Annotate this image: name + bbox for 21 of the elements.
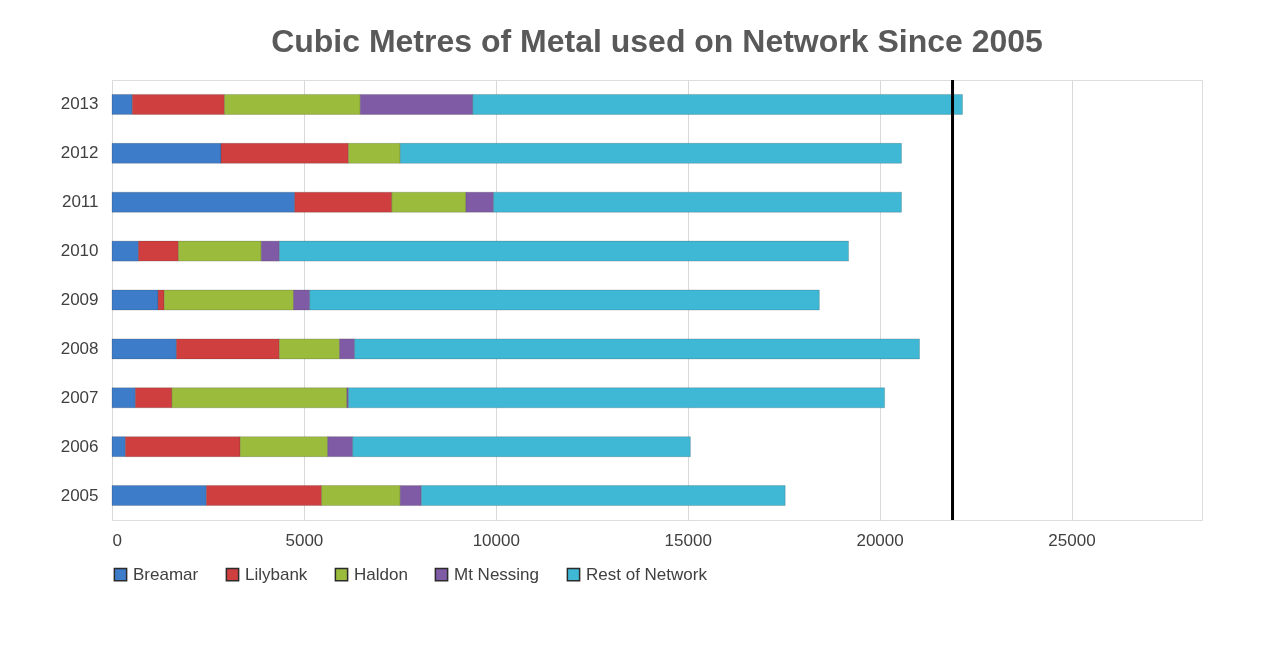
y-tick-label: 2012 xyxy=(60,143,99,163)
y-tick-label: 2006 xyxy=(60,436,99,456)
x-tick-label: 10000 xyxy=(472,530,520,550)
legend-label: Mt Nessing xyxy=(454,564,540,584)
y-tick-label: 2005 xyxy=(60,485,99,505)
legend-label: Haldon xyxy=(354,564,408,584)
x-tick-label: 25000 xyxy=(1048,530,1096,550)
x-tick-label: 0 xyxy=(112,530,122,550)
y-tick-label: 2009 xyxy=(60,290,99,309)
y-tick-label: 2013 xyxy=(60,94,99,114)
chart-title: Cubic Metres of Metal used on Network Since 2005 xyxy=(271,22,1043,59)
legend-label: Rest of Network xyxy=(586,564,708,584)
legend-label: Breamar xyxy=(133,564,199,584)
y-tick-label: 2008 xyxy=(60,338,99,358)
x-tick-label: 5000 xyxy=(285,530,324,550)
y-tick-label: 2011 xyxy=(61,192,99,212)
x-tick-label: 20000 xyxy=(856,530,904,550)
legend-label: Lilybank xyxy=(245,564,308,584)
y-tick-label: 2010 xyxy=(60,241,99,261)
y-tick-label: 2007 xyxy=(60,387,99,407)
x-tick-label: 15000 xyxy=(664,530,712,550)
